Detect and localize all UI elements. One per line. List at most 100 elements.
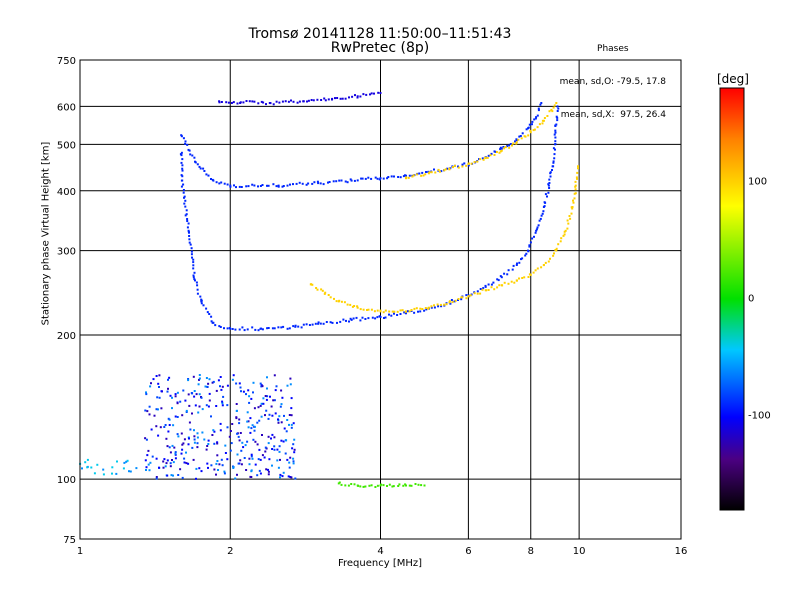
- clutter-point: [145, 438, 148, 441]
- clutter-point: [280, 389, 283, 392]
- clutter-point: [226, 426, 229, 429]
- echo-point: [320, 288, 323, 291]
- echo-point: [401, 309, 404, 312]
- clutter-point: [169, 465, 172, 468]
- clutter-point: [208, 392, 211, 395]
- echo-point: [512, 264, 515, 267]
- echo-point: [479, 158, 482, 161]
- echo-point: [551, 165, 554, 168]
- plot-frame: [79, 59, 682, 540]
- echo-point: [254, 328, 257, 331]
- echo-point: [310, 99, 313, 101]
- clutter-point: [171, 396, 173, 399]
- echo-point: [420, 174, 423, 177]
- echo-point: [417, 310, 419, 313]
- echo-point: [527, 276, 530, 278]
- clutter-point: [207, 439, 210, 442]
- echo-point: [408, 484, 411, 487]
- echo-point: [541, 122, 544, 125]
- clutter-point: [187, 393, 190, 396]
- echo-point: [198, 165, 201, 168]
- echo-point: [537, 224, 540, 227]
- echo-point: [308, 324, 311, 326]
- echo-point: [518, 135, 521, 138]
- clutter-point: [181, 448, 184, 451]
- clutter-point: [187, 462, 190, 465]
- clutter-point: [290, 397, 293, 400]
- echo-point: [314, 322, 317, 325]
- echo-point: [473, 161, 476, 163]
- clutter-point: [155, 476, 158, 478]
- echo-point: [532, 271, 535, 274]
- clutter-point: [144, 437, 147, 440]
- echo-point: [573, 197, 576, 200]
- echo-point: [554, 131, 557, 134]
- echo-point: [359, 308, 362, 311]
- echo-point: [489, 154, 492, 157]
- echo-point: [529, 129, 532, 132]
- clutter-point: [174, 451, 177, 454]
- x-axis-label: Frequency [MHz]: [337, 558, 423, 569]
- echo-point: [292, 100, 295, 103]
- echo-point: [554, 140, 557, 143]
- clutter-point: [265, 409, 268, 412]
- echo-point: [193, 156, 196, 159]
- echo-point: [497, 279, 500, 282]
- echo-point: [541, 212, 544, 215]
- echo-point: [374, 176, 377, 179]
- echo-point: [528, 123, 531, 126]
- echo-point: [465, 297, 468, 300]
- clutter-point: [276, 448, 279, 451]
- echo-point: [548, 187, 551, 189]
- clutter-point: [260, 402, 263, 405]
- echo-point: [461, 163, 464, 166]
- clutter-point: [260, 385, 263, 388]
- clutter-point: [289, 383, 292, 386]
- echo-point: [499, 275, 502, 278]
- echo-point: [564, 229, 567, 232]
- echo-point: [434, 171, 437, 174]
- echo-point: [525, 128, 528, 131]
- clutter-point: [160, 407, 163, 410]
- clutter-point: [176, 391, 179, 394]
- echo-point: [411, 175, 414, 178]
- clutter-point: [232, 374, 235, 377]
- echo-point: [388, 483, 391, 486]
- echo-point: [518, 261, 521, 264]
- echo-point: [325, 321, 328, 323]
- echo-point: [361, 316, 364, 319]
- clutter-point: [268, 458, 271, 461]
- echo-point: [234, 328, 237, 331]
- clutter-point: [250, 453, 253, 456]
- echo-point: [379, 177, 382, 180]
- echo-point: [499, 148, 502, 151]
- clutter-point: [165, 462, 168, 465]
- echo-point: [376, 309, 379, 312]
- echo-point: [376, 484, 379, 487]
- echo-point: [200, 302, 203, 305]
- clutter-point: [293, 438, 296, 441]
- echo-point: [390, 314, 393, 317]
- clutter-point: [215, 473, 217, 476]
- echo-point: [235, 186, 237, 189]
- echo-point: [367, 176, 370, 179]
- x-tick-label: 8: [528, 546, 534, 557]
- y-tick-label: 300: [57, 247, 76, 258]
- clutter-point: [259, 404, 262, 407]
- echo-point: [445, 303, 448, 306]
- clutter-point: [194, 404, 197, 407]
- phases-summary: Phases mean, sd,O: -79.5, 17.8 mean, sd,…: [560, 22, 666, 132]
- clutter-point: [236, 432, 239, 435]
- echo-point: [439, 303, 442, 306]
- echo-point: [461, 165, 464, 168]
- echo-point: [390, 175, 393, 178]
- echo-point: [239, 101, 242, 104]
- clutter-point: [261, 454, 264, 457]
- clutter-point: [266, 395, 269, 398]
- echo-point: [210, 178, 212, 180]
- echo-point: [379, 316, 382, 318]
- echo-point: [307, 182, 310, 185]
- echo-point: [544, 193, 547, 196]
- echo-point: [553, 153, 556, 156]
- echo-point: [205, 307, 208, 310]
